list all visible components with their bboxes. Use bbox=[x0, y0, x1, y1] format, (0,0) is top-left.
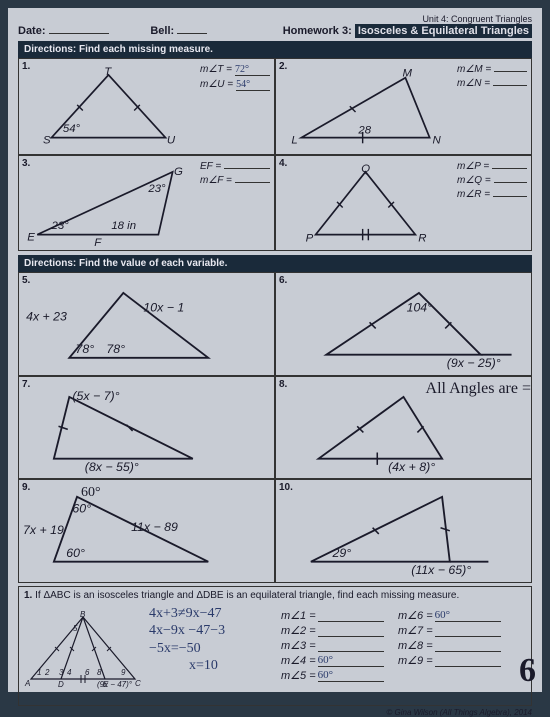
problem-5: 5. 4x + 23 10x − 1 78° 78° bbox=[18, 272, 275, 376]
svg-text:8: 8 bbox=[97, 668, 102, 677]
svg-text:B: B bbox=[80, 610, 86, 619]
svg-text:(9x − 47)°: (9x − 47)° bbox=[97, 680, 133, 689]
svg-text:(4x + 8)°: (4x + 8)° bbox=[388, 460, 435, 474]
triangle-3: E F G 23° 23° 18 in bbox=[23, 159, 194, 248]
triangle-1: S T U 54° bbox=[23, 62, 194, 151]
svg-text:(8x − 55)°: (8x − 55)° bbox=[85, 460, 139, 474]
svg-text:2: 2 bbox=[44, 668, 50, 677]
svg-text:E: E bbox=[27, 231, 35, 243]
grid-1: 1. S T U 54° m∠T =72° m∠U =54° 2. bbox=[18, 58, 532, 251]
answers-4: m∠P = m∠Q = m∠R = bbox=[457, 159, 527, 248]
handnote-9: 60° bbox=[81, 485, 101, 501]
problem-2: 2. L M N 28 m∠M = m∠N = bbox=[275, 58, 532, 155]
svg-text:60°: 60° bbox=[66, 546, 85, 560]
triangle-2: L M N 28 bbox=[280, 62, 451, 151]
problem-3: 3. E F G 23° 23° 18 in EF = m∠F = bbox=[18, 155, 275, 252]
svg-text:U: U bbox=[167, 134, 176, 146]
svg-text:28: 28 bbox=[357, 124, 371, 136]
triangle-7: (5x − 7)° (8x − 55)° bbox=[23, 380, 270, 476]
svg-text:(9x − 25)°: (9x − 25)° bbox=[447, 356, 501, 370]
directions-2: Directions: Find the value of each varia… bbox=[18, 255, 532, 272]
svg-text:N: N bbox=[432, 134, 441, 146]
unit-line: Unit 4: Congruent Triangles bbox=[18, 14, 532, 24]
svg-text:M: M bbox=[403, 67, 413, 79]
svg-text:6: 6 bbox=[85, 668, 90, 677]
svg-text:78°: 78° bbox=[75, 342, 94, 356]
svg-text:P: P bbox=[306, 232, 314, 244]
svg-text:18 in: 18 in bbox=[111, 219, 136, 231]
svg-text:4x + 23: 4x + 23 bbox=[26, 310, 67, 324]
directions-1: Directions: Find each missing measure. bbox=[18, 41, 532, 58]
svg-text:29°: 29° bbox=[331, 546, 351, 560]
svg-text:104°: 104° bbox=[407, 300, 433, 314]
svg-text:11x − 89: 11x − 89 bbox=[131, 520, 178, 534]
triangle-5: 4x + 23 10x − 1 78° 78° bbox=[23, 276, 270, 372]
problem-9: 9. 60° 7x + 19 11x − 89 60° 60° bbox=[18, 479, 275, 583]
triangle-6: 104° (9x − 25)° bbox=[280, 276, 527, 372]
svg-text:9: 9 bbox=[121, 668, 126, 677]
svg-text:G: G bbox=[174, 165, 183, 177]
triangle-9: 60° 7x + 19 11x − 89 60° 60° bbox=[23, 483, 270, 579]
answers-1: m∠T =72° m∠U =54° bbox=[200, 62, 270, 151]
bottom-answers: m∠1 = m∠6 =60° m∠2 = m∠7 = m∠3 = m∠8 = m… bbox=[281, 609, 501, 682]
svg-text:S: S bbox=[43, 134, 51, 146]
date-field: Date: bbox=[18, 25, 140, 37]
svg-text:L: L bbox=[291, 134, 297, 146]
svg-text:1: 1 bbox=[37, 668, 41, 677]
svg-text:(11x − 65)°: (11x − 65)° bbox=[411, 563, 471, 577]
handnote-8: All Angles are = bbox=[426, 380, 531, 398]
grid-2: 5. 4x + 23 10x − 1 78° 78° 6. 104° (9x bbox=[18, 272, 532, 583]
svg-text:R: R bbox=[418, 232, 426, 244]
problem-6: 6. 104° (9x − 25)° bbox=[275, 272, 532, 376]
svg-text:Q: Q bbox=[361, 162, 370, 174]
svg-text:23°: 23° bbox=[51, 219, 70, 231]
svg-text:3: 3 bbox=[59, 668, 64, 677]
svg-text:(5x − 7)°: (5x − 7)° bbox=[72, 389, 119, 403]
svg-text:60°: 60° bbox=[72, 502, 91, 516]
svg-text:54°: 54° bbox=[63, 123, 81, 135]
bottom-triangle: A B C D E 5 1 2 3 4 6 8 9 (9x − 47)° bbox=[23, 609, 143, 689]
svg-text:23°: 23° bbox=[147, 182, 166, 194]
handwork: 4x+3≠9x−47 4x−9x −47−3 −5x=−50 x=10 bbox=[149, 605, 225, 675]
problem-4: 4. P Q R m∠P = m∠Q = m∠R = bbox=[275, 155, 532, 252]
svg-text:4: 4 bbox=[67, 668, 72, 677]
answers-3: EF = m∠F = bbox=[200, 159, 270, 248]
page-number: 6 bbox=[519, 652, 536, 690]
svg-text:10x − 1: 10x − 1 bbox=[143, 300, 184, 314]
svg-text:D: D bbox=[58, 680, 64, 689]
svg-text:T: T bbox=[104, 66, 112, 78]
svg-text:C: C bbox=[135, 679, 141, 688]
answers-2: m∠M = m∠N = bbox=[457, 62, 527, 151]
triangle-10: 29° (11x − 65)° bbox=[280, 483, 527, 579]
svg-text:78°: 78° bbox=[106, 342, 125, 356]
problem-10: 10. 29° (11x − 65)° bbox=[275, 479, 532, 583]
problem-7: 7. (5x − 7)° (8x − 55)° bbox=[18, 376, 275, 480]
bottom-problem: 1. If ΔABC is an isosceles triangle and … bbox=[18, 586, 532, 706]
homework-label: Homework 3: Isosceles & Equilateral Tria… bbox=[283, 25, 532, 37]
header-row: Date: Bell: Homework 3: Isosceles & Equi… bbox=[18, 25, 532, 37]
copyright: © Gina Wilson (All Things Algebra), 2014 bbox=[18, 708, 532, 717]
bell-field: Bell: bbox=[150, 25, 272, 37]
svg-text:5: 5 bbox=[73, 624, 78, 633]
svg-text:F: F bbox=[94, 237, 102, 248]
problem-1: 1. S T U 54° m∠T =72° m∠U =54° bbox=[18, 58, 275, 155]
triangle-8: (4x + 8)° All Angles are = bbox=[280, 380, 527, 476]
triangle-4: P Q R bbox=[280, 159, 451, 248]
worksheet-page: Unit 4: Congruent Triangles Date: Bell: … bbox=[8, 8, 542, 692]
problem-8: 8. (4x + 8)° All Angles are = bbox=[275, 376, 532, 480]
svg-text:A: A bbox=[24, 679, 30, 688]
svg-text:7x + 19: 7x + 19 bbox=[23, 523, 64, 537]
